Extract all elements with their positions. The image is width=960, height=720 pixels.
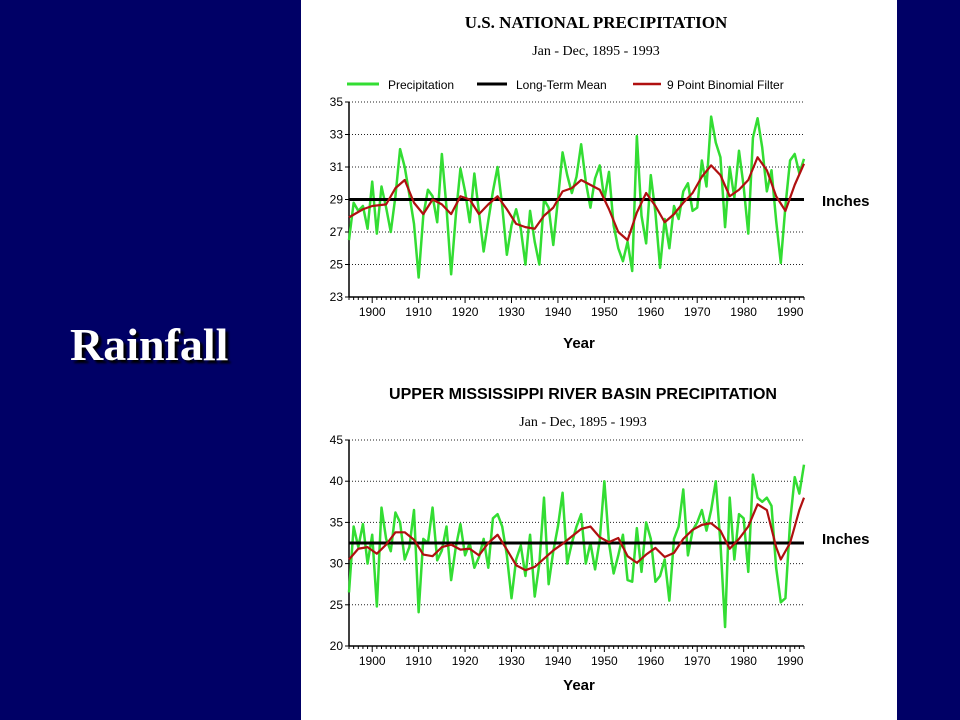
bottom-chart-subtitle: Jan - Dec, 1895 - 1993 (519, 415, 647, 430)
legend-filter-label: 9 Point Binomial Filter (667, 78, 784, 92)
bottom-chart-xlabel: Year (563, 677, 595, 694)
top-chart-xlabel: Year (563, 335, 595, 352)
bottom-chart-precipitation-line (347, 464, 806, 629)
bottom-chart-xtick-label: 1930 (498, 654, 525, 668)
top-chart-filter-line (348, 156, 806, 242)
bottom-chart-xtick-label: 1940 (545, 654, 572, 668)
top-chart-xtick-label: 1980 (730, 305, 757, 319)
charts-svg: U.S. NATIONAL PRECIPITATION Jan - Dec, 1… (330, 13, 870, 694)
bottom-chart-xtick-label: 1970 (684, 654, 711, 668)
top-chart-ytick-label: 27 (330, 225, 344, 239)
bottom-chart-ytick-label: 45 (330, 433, 344, 447)
top-chart-subtitle: Jan - Dec, 1895 - 1993 (532, 44, 660, 59)
bottom-chart-xtick-label: 1980 (730, 654, 757, 668)
top-chart-xtick-label: 1940 (545, 305, 572, 319)
top-chart-ylabel: Inches (822, 193, 870, 210)
top-chart-xtick-label: 1920 (452, 305, 479, 319)
bottom-chart-xtick-label: 1920 (452, 654, 479, 668)
legend-mean-label: Long-Term Mean (516, 78, 607, 92)
bottom-chart-ytick-label: 40 (330, 474, 344, 488)
bottom-chart-ytick-label: 35 (330, 515, 344, 529)
top-chart: 23 25 27 29 31 33 35 1900 1910 1920 1930 1940 1950 19… (330, 95, 806, 319)
top-chart-precipitation-line (347, 115, 806, 279)
top-chart-ytick-label: 29 (330, 193, 344, 207)
bottom-chart-xtick-label: 1950 (591, 654, 618, 668)
bottom-chart-xtick-label: 1900 (359, 654, 386, 668)
bottom-chart-header: UPPER MISSISSIPPI RIVER BASIN PRECIPITAT… (389, 386, 777, 430)
bottom-chart-xtick-label: 1960 (637, 654, 664, 668)
bottom-chart-ylabel: Inches (822, 531, 870, 548)
top-chart-title: U.S. NATIONAL PRECIPITATION (465, 13, 728, 32)
top-chart-xtick-label: 1990 (777, 305, 804, 319)
top-chart-ytick-label: 33 (330, 128, 344, 142)
top-chart-ytick-label: 23 (330, 290, 344, 304)
chart-panel: U.S. NATIONAL PRECIPITATION Jan - Dec, 1… (301, 0, 897, 720)
top-chart-xtick-label: 1970 (684, 305, 711, 319)
bottom-chart-xtick-label: 1990 (777, 654, 804, 668)
top-chart-ytick-label: 35 (330, 95, 344, 109)
legend: Precipitation Long-Term Mean 9 Point Bin… (347, 78, 784, 92)
bottom-chart-ytick-label: 25 (330, 598, 344, 612)
bottom-chart: 20 25 30 35 40 45 1900 1910 1920 1930 1940 1950 1960… (330, 433, 806, 668)
top-chart-xtick-label: 1960 (637, 305, 664, 319)
bottom-chart-ytick-label: 20 (330, 639, 344, 653)
bottom-chart-title: UPPER MISSISSIPPI RIVER BASIN PRECIPITAT… (389, 386, 777, 403)
bottom-chart-filter-line (348, 497, 806, 572)
top-chart-xtick-label: 1930 (498, 305, 525, 319)
bottom-chart-xtick-label: 1910 (405, 654, 432, 668)
bottom-chart-ytick-label: 30 (330, 557, 344, 571)
top-chart-ytick-label: 25 (330, 258, 344, 272)
top-chart-ytick-label: 31 (330, 160, 344, 174)
top-chart-header: U.S. NATIONAL PRECIPITATION Jan - Dec, 1… (465, 13, 728, 59)
top-chart-xtick-label: 1910 (405, 305, 432, 319)
top-chart-xtick-label: 1950 (591, 305, 618, 319)
slide-title: Rainfall (70, 319, 229, 370)
top-chart-xtick-label: 1900 (359, 305, 386, 319)
legend-precipitation-label: Precipitation (388, 78, 454, 92)
